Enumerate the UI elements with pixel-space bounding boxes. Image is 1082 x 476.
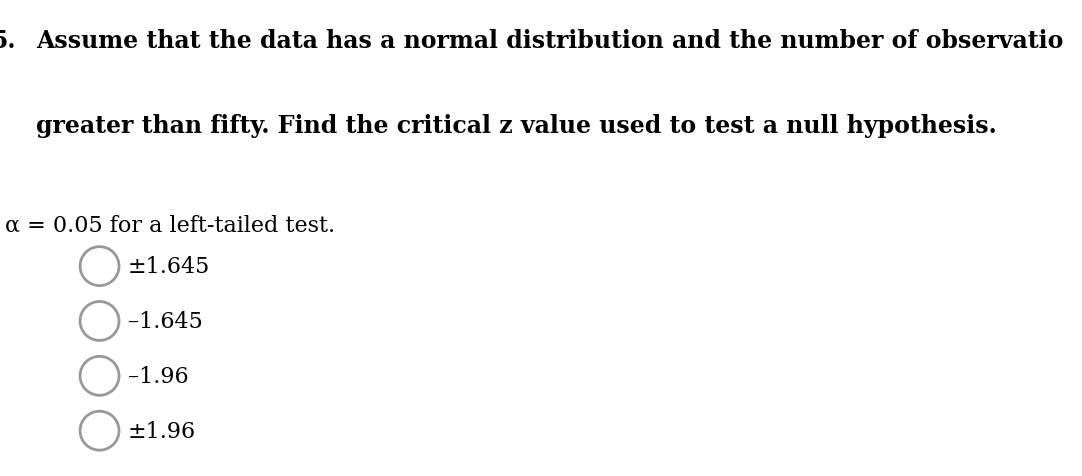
Text: –1.96: –1.96	[128, 365, 188, 387]
Text: α = 0.05 for a left-tailed test.: α = 0.05 for a left-tailed test.	[5, 214, 335, 236]
Text: –1.645: –1.645	[128, 310, 202, 332]
Text: greater than fifty. Find the critical z value used to test a null hypothesis.: greater than fifty. Find the critical z …	[36, 114, 997, 138]
Text: 5.: 5.	[0, 29, 16, 52]
Text: ±1.96: ±1.96	[128, 420, 196, 442]
Text: ±1.645: ±1.645	[128, 256, 210, 278]
Text: Assume that the data has a normal distribution and the number of observatio: Assume that the data has a normal distri…	[36, 29, 1064, 52]
